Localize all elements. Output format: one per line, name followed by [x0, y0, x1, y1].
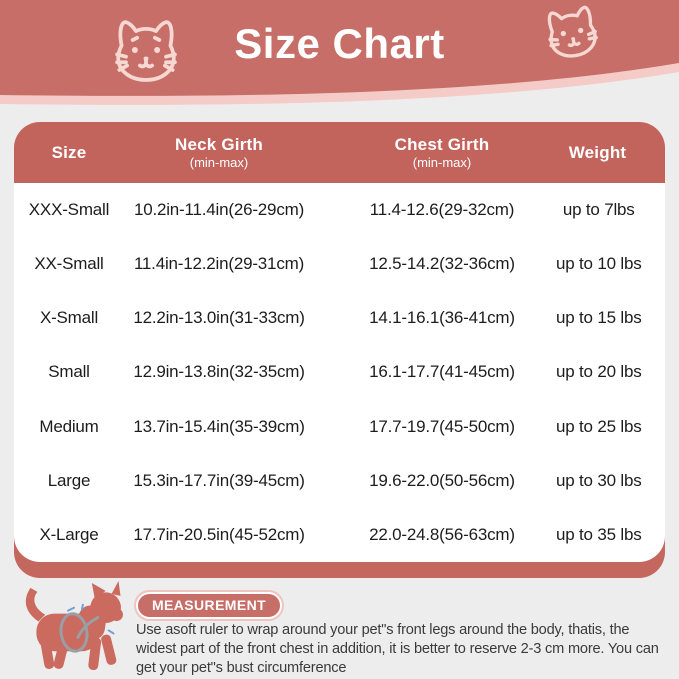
table-row: XX-Small 11.4in-12.2in(29-31cm) 12.5-14.… — [14, 237, 665, 291]
chest-girth-cell: 19.6-22.0(50-56cm) — [369, 470, 515, 490]
size-cell: X-Small — [39, 308, 99, 328]
column-header-chest-girth: Chest Girth (min-max) — [394, 134, 490, 170]
size-cell: X-Large — [39, 524, 99, 544]
cat-face-icon — [547, 5, 598, 58]
chest-girth-cell: 16.1-17.7(41-45cm) — [369, 362, 515, 382]
table-row: Small 12.9in-13.8in(32-35cm) 16.1-17.7(4… — [14, 345, 665, 399]
size-cell: Small — [48, 362, 90, 382]
chest-girth-cell: 11.4-12.6(29-32cm) — [369, 200, 515, 220]
size-cell: Medium — [39, 416, 99, 436]
size-cell: XX-Small — [34, 254, 104, 274]
weight-cell: up to 20 lbs — [556, 362, 642, 382]
neck-girth-cell: 12.9in-13.8in(32-35cm) — [133, 362, 305, 382]
table-row: XXX-Small 10.2in-11.4in(26-29cm) 11.4-12… — [14, 183, 665, 237]
table-row: X-Small 12.2in-13.0in(31-33cm) 14.1-16.1… — [14, 291, 665, 345]
size-table-card: Size Neck Girth (min-max) Chest Girth (m… — [14, 122, 665, 562]
cat-face-icon — [115, 20, 177, 82]
weight-cell: up to 35 lbs — [556, 524, 642, 544]
weight-cell: up to 15 lbs — [556, 308, 642, 328]
chest-girth-cell: 22.0-24.8(56-63cm) — [369, 524, 515, 544]
neck-girth-cell: 15.3in-17.7in(39-45cm) — [133, 470, 305, 490]
size-cell: XXX-Small — [28, 200, 110, 220]
cat-with-harness-illustration-icon — [25, 580, 123, 671]
weight-cell: up to 10 lbs — [556, 254, 642, 274]
measurement-text: Use asoft ruler to wrap around your pet"… — [136, 622, 659, 676]
column-header-weight: Weight — [568, 142, 627, 162]
column-header-size: Size — [51, 142, 87, 162]
weight-cell: up to 7lbs — [562, 200, 635, 220]
column-header-neck-girth: Neck Girth (min-max) — [175, 134, 263, 170]
weight-cell: up to 25 lbs — [556, 416, 642, 436]
chest-girth-cell: 17.7-19.7(45-50cm) — [369, 416, 515, 436]
neck-girth-cell: 10.2in-11.4in(26-29cm) — [133, 200, 305, 220]
table-body: XXX-Small 10.2in-11.4in(26-29cm) 11.4-12… — [14, 183, 665, 562]
chest-girth-cell: 12.5-14.2(32-36cm) — [369, 254, 515, 274]
table-row: X-Large 17.7in-20.5in(45-52cm) 22.0-24.8… — [14, 508, 665, 562]
neck-girth-cell: 13.7in-15.4in(35-39cm) — [133, 416, 305, 436]
table-header-row: Size Neck Girth (min-max) Chest Girth (m… — [14, 122, 665, 183]
page-title: Size Chart — [234, 20, 445, 67]
weight-cell: up to 30 lbs — [556, 470, 642, 490]
table-row: Large 15.3in-17.7in(39-45cm) 19.6-22.0(5… — [14, 454, 665, 508]
table-row: Medium 13.7in-15.4in(35-39cm) 17.7-19.7(… — [14, 400, 665, 454]
neck-girth-cell: 17.7in-20.5in(45-52cm) — [133, 524, 305, 544]
chest-girth-cell: 14.1-16.1(36-41cm) — [369, 308, 515, 328]
neck-girth-cell: 11.4in-12.2in(29-31cm) — [133, 254, 305, 274]
size-cell: Large — [47, 470, 91, 490]
measurement-badge: MEASUREMENT — [136, 592, 283, 619]
neck-girth-cell: 12.2in-13.0in(31-33cm) — [133, 308, 305, 328]
